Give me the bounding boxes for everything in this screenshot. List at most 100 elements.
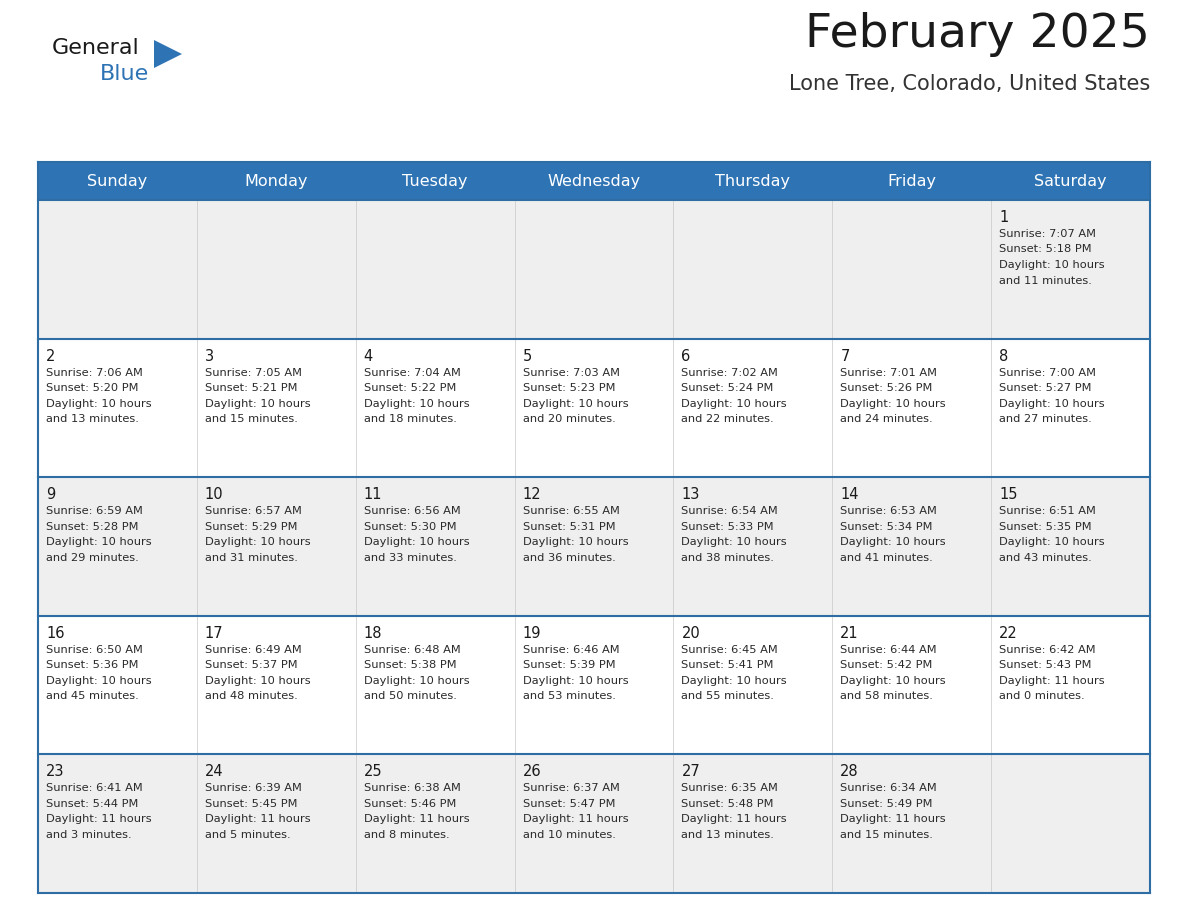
Text: Daylight: 11 hours: Daylight: 11 hours [46, 814, 152, 824]
Text: 12: 12 [523, 487, 542, 502]
Text: and 22 minutes.: and 22 minutes. [682, 414, 775, 424]
Text: Sunset: 5:27 PM: Sunset: 5:27 PM [999, 383, 1092, 393]
Text: 20: 20 [682, 626, 700, 641]
Text: Sunrise: 6:59 AM: Sunrise: 6:59 AM [46, 506, 143, 516]
Text: and 8 minutes.: and 8 minutes. [364, 830, 449, 840]
Text: Daylight: 11 hours: Daylight: 11 hours [840, 814, 946, 824]
Text: 10: 10 [204, 487, 223, 502]
Text: Sunset: 5:24 PM: Sunset: 5:24 PM [682, 383, 773, 393]
Text: Sunday: Sunday [87, 174, 147, 188]
Text: Sunset: 5:28 PM: Sunset: 5:28 PM [46, 521, 139, 532]
Text: Daylight: 10 hours: Daylight: 10 hours [682, 676, 788, 686]
Text: and 53 minutes.: and 53 minutes. [523, 691, 615, 701]
Text: Daylight: 10 hours: Daylight: 10 hours [364, 537, 469, 547]
Text: Sunrise: 6:38 AM: Sunrise: 6:38 AM [364, 783, 461, 793]
Text: Sunrise: 7:01 AM: Sunrise: 7:01 AM [840, 367, 937, 377]
Bar [38, 339, 1150, 477]
Text: Sunrise: 6:35 AM: Sunrise: 6:35 AM [682, 783, 778, 793]
Bar [38, 616, 1150, 755]
Text: Sunset: 5:44 PM: Sunset: 5:44 PM [46, 799, 138, 809]
Text: 22: 22 [999, 626, 1018, 641]
Text: Daylight: 10 hours: Daylight: 10 hours [999, 537, 1105, 547]
Text: Tuesday: Tuesday [403, 174, 468, 188]
Text: Thursday: Thursday [715, 174, 790, 188]
Text: Daylight: 10 hours: Daylight: 10 hours [840, 537, 946, 547]
Bar [38, 477, 1150, 616]
Text: 26: 26 [523, 765, 542, 779]
Text: and 10 minutes.: and 10 minutes. [523, 830, 615, 840]
Text: 18: 18 [364, 626, 383, 641]
Text: Sunrise: 7:04 AM: Sunrise: 7:04 AM [364, 367, 461, 377]
Text: Daylight: 10 hours: Daylight: 10 hours [204, 398, 310, 409]
Text: Sunset: 5:48 PM: Sunset: 5:48 PM [682, 799, 773, 809]
Text: Sunrise: 7:05 AM: Sunrise: 7:05 AM [204, 367, 302, 377]
Text: Daylight: 11 hours: Daylight: 11 hours [204, 814, 310, 824]
Text: Wednesday: Wednesday [548, 174, 640, 188]
Text: Sunrise: 6:39 AM: Sunrise: 6:39 AM [204, 783, 302, 793]
Text: Sunrise: 6:44 AM: Sunrise: 6:44 AM [840, 644, 937, 655]
Text: 1: 1 [999, 210, 1009, 225]
Text: Sunrise: 7:03 AM: Sunrise: 7:03 AM [523, 367, 620, 377]
Text: Blue: Blue [100, 64, 150, 84]
Text: Sunrise: 6:49 AM: Sunrise: 6:49 AM [204, 644, 302, 655]
Text: 6: 6 [682, 349, 690, 364]
Text: Sunrise: 7:00 AM: Sunrise: 7:00 AM [999, 367, 1097, 377]
Bar [38, 162, 1150, 200]
Text: 25: 25 [364, 765, 383, 779]
Text: and 15 minutes.: and 15 minutes. [204, 414, 298, 424]
Text: Sunset: 5:41 PM: Sunset: 5:41 PM [682, 660, 773, 670]
Text: and 43 minutes.: and 43 minutes. [999, 553, 1092, 563]
Text: and 13 minutes.: and 13 minutes. [46, 414, 139, 424]
Text: General: General [52, 38, 140, 58]
Text: Sunset: 5:45 PM: Sunset: 5:45 PM [204, 799, 297, 809]
Text: and 29 minutes.: and 29 minutes. [46, 553, 139, 563]
Text: Sunrise: 6:37 AM: Sunrise: 6:37 AM [523, 783, 619, 793]
Bar [38, 200, 1150, 339]
Text: Sunset: 5:26 PM: Sunset: 5:26 PM [840, 383, 933, 393]
Text: Daylight: 11 hours: Daylight: 11 hours [364, 814, 469, 824]
Polygon shape [154, 40, 182, 68]
Text: 23: 23 [46, 765, 64, 779]
Text: and 36 minutes.: and 36 minutes. [523, 553, 615, 563]
Text: and 24 minutes.: and 24 minutes. [840, 414, 933, 424]
Text: Daylight: 11 hours: Daylight: 11 hours [999, 676, 1105, 686]
Text: Sunrise: 6:54 AM: Sunrise: 6:54 AM [682, 506, 778, 516]
Text: and 58 minutes.: and 58 minutes. [840, 691, 933, 701]
Text: 19: 19 [523, 626, 541, 641]
Text: Sunset: 5:37 PM: Sunset: 5:37 PM [204, 660, 297, 670]
Text: Daylight: 10 hours: Daylight: 10 hours [204, 676, 310, 686]
Text: Daylight: 10 hours: Daylight: 10 hours [999, 398, 1105, 409]
Text: and 11 minutes.: and 11 minutes. [999, 275, 1092, 285]
Text: and 27 minutes.: and 27 minutes. [999, 414, 1092, 424]
Text: 13: 13 [682, 487, 700, 502]
Text: Daylight: 10 hours: Daylight: 10 hours [46, 676, 152, 686]
Text: and 48 minutes.: and 48 minutes. [204, 691, 298, 701]
Text: and 38 minutes.: and 38 minutes. [682, 553, 775, 563]
Text: Sunset: 5:38 PM: Sunset: 5:38 PM [364, 660, 456, 670]
Text: Daylight: 10 hours: Daylight: 10 hours [523, 398, 628, 409]
Text: Sunset: 5:33 PM: Sunset: 5:33 PM [682, 521, 775, 532]
Text: Sunset: 5:42 PM: Sunset: 5:42 PM [840, 660, 933, 670]
Text: 16: 16 [46, 626, 64, 641]
Text: and 18 minutes.: and 18 minutes. [364, 414, 456, 424]
Text: and 55 minutes.: and 55 minutes. [682, 691, 775, 701]
Text: 28: 28 [840, 765, 859, 779]
Text: Sunrise: 6:53 AM: Sunrise: 6:53 AM [840, 506, 937, 516]
Text: 24: 24 [204, 765, 223, 779]
Text: Sunrise: 7:06 AM: Sunrise: 7:06 AM [46, 367, 143, 377]
Text: Sunrise: 6:50 AM: Sunrise: 6:50 AM [46, 644, 143, 655]
Text: Sunrise: 6:51 AM: Sunrise: 6:51 AM [999, 506, 1097, 516]
Text: Sunrise: 6:48 AM: Sunrise: 6:48 AM [364, 644, 461, 655]
Text: Sunset: 5:34 PM: Sunset: 5:34 PM [840, 521, 933, 532]
Text: and 20 minutes.: and 20 minutes. [523, 414, 615, 424]
Text: Daylight: 10 hours: Daylight: 10 hours [46, 537, 152, 547]
Text: Sunset: 5:35 PM: Sunset: 5:35 PM [999, 521, 1092, 532]
Text: Daylight: 10 hours: Daylight: 10 hours [46, 398, 152, 409]
Text: 7: 7 [840, 349, 849, 364]
Text: Sunset: 5:43 PM: Sunset: 5:43 PM [999, 660, 1092, 670]
Text: 14: 14 [840, 487, 859, 502]
Text: Daylight: 10 hours: Daylight: 10 hours [364, 398, 469, 409]
Text: and 41 minutes.: and 41 minutes. [840, 553, 933, 563]
Text: and 13 minutes.: and 13 minutes. [682, 830, 775, 840]
Text: and 50 minutes.: and 50 minutes. [364, 691, 456, 701]
